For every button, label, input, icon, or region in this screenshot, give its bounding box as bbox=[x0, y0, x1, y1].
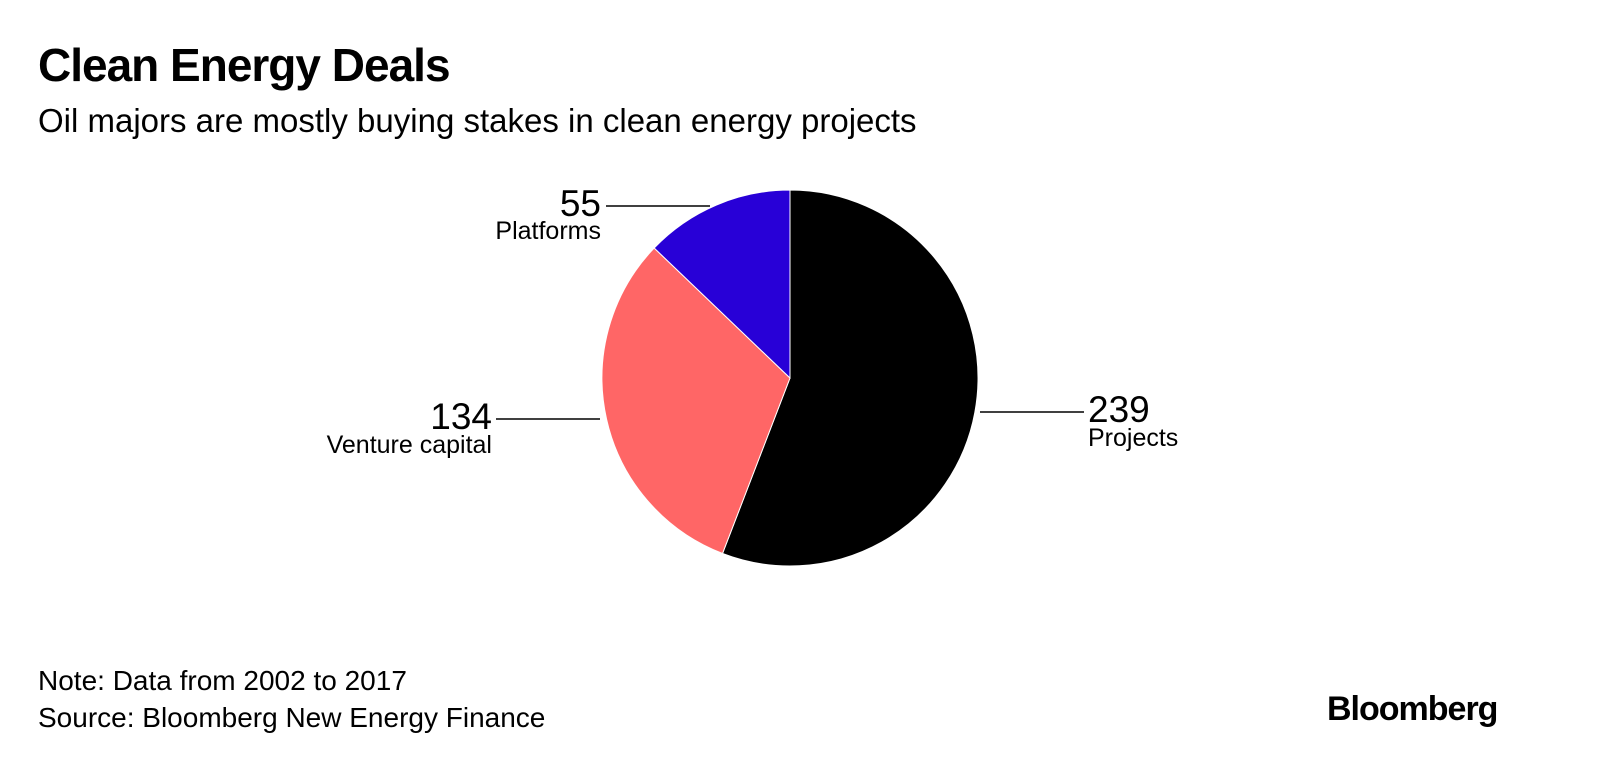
category-label-venture-capital: Venture capital bbox=[327, 431, 492, 459]
value-label-venture-capital: 134 bbox=[430, 396, 492, 437]
category-label-projects: Projects bbox=[1088, 424, 1178, 452]
chart-subtitle: Oil majors are mostly buying stakes in c… bbox=[38, 102, 917, 139]
source-note: Source: Bloomberg New Energy Finance bbox=[38, 702, 546, 733]
pie-slice-platforms bbox=[653, 189, 791, 380]
pie-slice-venture-capital bbox=[601, 247, 791, 555]
value-label-platforms: 55 bbox=[560, 183, 601, 224]
value-label-projects: 239 bbox=[1088, 389, 1150, 430]
category-label-platforms: Platforms bbox=[495, 217, 601, 245]
bloomberg-logo: Bloomberg bbox=[1327, 690, 1498, 728]
pie-slice-projects bbox=[721, 189, 979, 567]
chart-title: Clean Energy Deals bbox=[38, 39, 451, 91]
footnote: Note: Data from 2002 to 2017 bbox=[38, 665, 407, 696]
